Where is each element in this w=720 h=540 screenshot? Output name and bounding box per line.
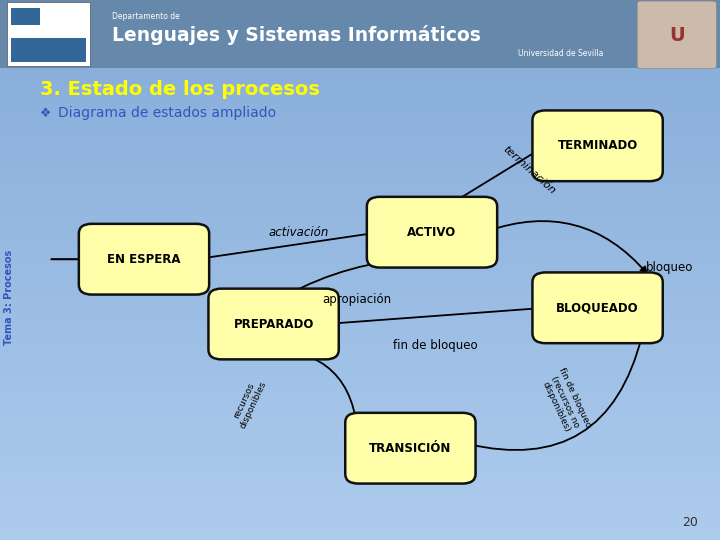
Text: ACTIVO: ACTIVO xyxy=(408,226,456,239)
FancyBboxPatch shape xyxy=(532,111,662,181)
Text: ❖: ❖ xyxy=(40,107,51,120)
Text: 20: 20 xyxy=(683,516,698,529)
Text: fin de bloqueo: fin de bloqueo xyxy=(393,339,478,352)
Text: Universidad de Sevilla: Universidad de Sevilla xyxy=(518,50,604,58)
FancyBboxPatch shape xyxy=(366,197,497,268)
FancyBboxPatch shape xyxy=(40,8,86,38)
FancyBboxPatch shape xyxy=(345,413,475,484)
Text: EN ESPERA: EN ESPERA xyxy=(107,253,181,266)
Text: Tema 3: Procesos: Tema 3: Procesos xyxy=(4,249,14,345)
FancyBboxPatch shape xyxy=(7,2,90,66)
FancyBboxPatch shape xyxy=(11,8,47,38)
FancyBboxPatch shape xyxy=(637,1,716,69)
Text: activación: activación xyxy=(269,226,329,239)
FancyBboxPatch shape xyxy=(11,38,86,62)
FancyBboxPatch shape xyxy=(209,288,339,360)
Text: U: U xyxy=(669,25,685,45)
FancyBboxPatch shape xyxy=(532,272,662,343)
Text: apropiación: apropiación xyxy=(322,293,391,306)
Text: TRANSICIÓN: TRANSICIÓN xyxy=(369,442,451,455)
Text: recursos
disponibles: recursos disponibles xyxy=(229,375,268,430)
Text: Diagrama de estados ampliado: Diagrama de estados ampliado xyxy=(58,106,276,120)
Text: Departamento de: Departamento de xyxy=(112,12,179,21)
FancyBboxPatch shape xyxy=(11,25,40,38)
Text: Lenguajes y Sistemas Informáticos: Lenguajes y Sistemas Informáticos xyxy=(112,25,480,45)
FancyBboxPatch shape xyxy=(79,224,209,295)
Text: TERMINADO: TERMINADO xyxy=(557,139,638,152)
Text: terminación: terminación xyxy=(501,144,557,196)
Text: BLOQUEADO: BLOQUEADO xyxy=(557,301,639,314)
Text: PREPARADO: PREPARADO xyxy=(233,318,314,330)
Text: 3. Estado de los procesos: 3. Estado de los procesos xyxy=(40,79,320,99)
Text: fin de bloqueo
(recursos no
disponibles): fin de bloqueo (recursos no disponibles) xyxy=(538,367,593,438)
FancyBboxPatch shape xyxy=(0,0,720,68)
Text: bloqueo: bloqueo xyxy=(646,261,693,274)
